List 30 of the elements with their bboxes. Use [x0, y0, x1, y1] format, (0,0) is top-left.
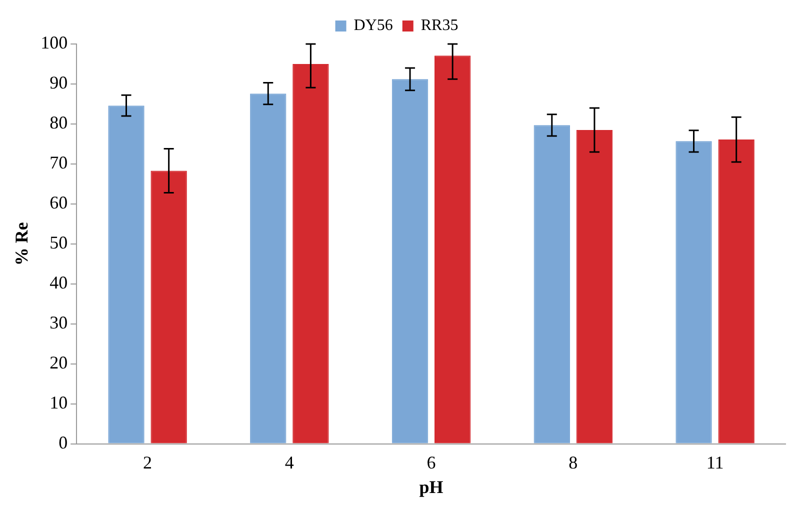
legend-label: RR35	[420, 17, 458, 34]
y-tick-label: 70	[50, 152, 68, 173]
x-tick-label: 4	[284, 452, 294, 472]
y-tick-label: 80	[50, 112, 68, 133]
bar	[576, 130, 613, 444]
y-tick-label: 50	[50, 232, 68, 253]
bar	[108, 106, 144, 444]
bar	[534, 125, 570, 444]
bar	[676, 141, 712, 444]
bar	[434, 56, 471, 444]
x-axis-title: pH	[419, 476, 444, 497]
y-tick-label: 100	[40, 32, 68, 53]
x-tick-label: 2	[143, 452, 152, 472]
y-axis-title: % Re	[11, 222, 32, 266]
bar	[292, 64, 329, 444]
bar	[250, 94, 286, 444]
bar	[718, 140, 754, 444]
y-tick-label: 90	[50, 72, 68, 93]
x-tick-label: 8	[568, 452, 578, 472]
y-tick-label: 20	[50, 352, 68, 373]
y-tick-label: 30	[50, 312, 68, 333]
bar	[150, 170, 187, 444]
x-tick-label: 6	[426, 452, 436, 472]
y-tick-label: 40	[50, 272, 68, 293]
bar	[392, 79, 428, 444]
x-tick-label: 11	[706, 452, 724, 472]
y-tick-label: 0	[58, 432, 68, 453]
y-tick-label: 10	[50, 392, 68, 413]
legend-label: DY56	[354, 17, 393, 34]
y-tick-label: 60	[50, 192, 68, 213]
